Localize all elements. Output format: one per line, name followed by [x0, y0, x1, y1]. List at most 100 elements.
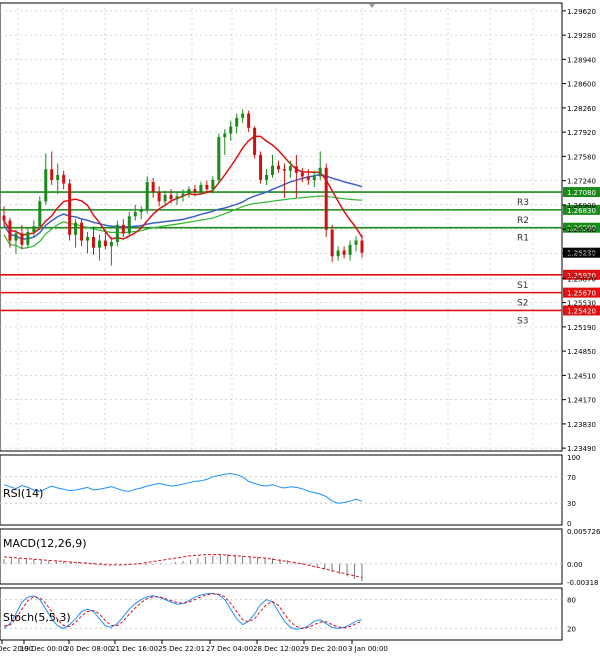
- macd-tick-label: 0.00: [567, 561, 583, 569]
- candle-body: [300, 172, 304, 177]
- candle-body: [80, 222, 84, 241]
- candle-body: [163, 194, 167, 202]
- time-tick-label: 19 Dec 00:00: [20, 645, 67, 653]
- time-tick-label: 28 Dec 12:00: [253, 645, 300, 653]
- candle-body: [26, 231, 30, 245]
- candle-body: [229, 126, 233, 134]
- price-tick-label: 1.28260: [567, 105, 596, 113]
- level-price-label: 1.25920: [567, 272, 596, 280]
- candle-body: [109, 241, 113, 247]
- price-tick-label: 1.26560: [567, 226, 596, 234]
- level-label-s3: S3: [517, 316, 528, 326]
- rsi-tick-label: 100: [567, 454, 580, 462]
- macd-tick-label: -0.00318: [567, 579, 598, 587]
- stoch-lines: [3, 592, 363, 630]
- candle-body: [288, 166, 292, 171]
- candle-body: [354, 240, 358, 245]
- price-tick-label: 1.25190: [567, 324, 596, 332]
- chart-shift-marker[interactable]: [369, 4, 375, 8]
- candle-body: [217, 137, 221, 180]
- price-tick-label: 1.25530: [567, 300, 596, 308]
- time-tick-label: 29 Dec 20:00: [300, 645, 347, 653]
- candle-body: [97, 240, 101, 248]
- candle-body: [151, 182, 155, 193]
- candle-body: [294, 166, 298, 173]
- candle-body: [235, 117, 239, 127]
- price-tick-label: 1.29620: [567, 8, 596, 16]
- level-price-label: 1.25670: [567, 290, 596, 298]
- level-price-tag: [563, 305, 600, 316]
- candle-body: [306, 176, 310, 180]
- candle-body: [271, 165, 274, 175]
- rsi-label: RSI(14): [3, 487, 43, 500]
- level-label-r3: R3: [517, 198, 529, 208]
- ma-slow-line: [3, 195, 363, 250]
- current-price-tag: [563, 247, 600, 258]
- rsi-line: [3, 472, 363, 504]
- candle-body: [276, 165, 280, 170]
- candle-body: [139, 209, 143, 213]
- level-price-label: 1.25420: [567, 307, 596, 315]
- candle-body: [247, 113, 251, 128]
- candle-body: [199, 184, 203, 193]
- candle-body: [193, 189, 197, 193]
- rsi-grid: [0, 476, 562, 504]
- candle-body: [74, 222, 78, 235]
- price-tick-label: 1.28940: [567, 56, 596, 64]
- candle-body: [56, 174, 60, 180]
- stoch-d-line: [3, 593, 363, 629]
- candle-body: [62, 174, 66, 184]
- stoch-tick-label: 20: [567, 625, 576, 633]
- price-candles: [2, 109, 364, 266]
- stoch-panel[interactable]: [0, 587, 563, 641]
- level-price-tag: [563, 269, 600, 280]
- candle-body: [14, 233, 18, 241]
- time-tick-label: 25 Dec 22:01: [158, 645, 205, 653]
- candle-body: [2, 215, 6, 221]
- rsi-tick-label: 70: [567, 474, 576, 482]
- candle-body: [360, 240, 364, 253]
- level-label-s2: S2: [517, 299, 528, 309]
- time-tick-label: 3 Jan 00:00: [348, 645, 388, 653]
- macd-histogram: [3, 554, 363, 581]
- time-tick-label: 21 Dec 16:00: [111, 645, 158, 653]
- candle-body: [50, 169, 54, 180]
- macd-label: MACD(12,26,9): [3, 537, 87, 550]
- time-tick-label: 17 Dec 20:00: [0, 645, 33, 653]
- price-tick-label: 1.29280: [567, 32, 596, 40]
- candle-body: [32, 226, 36, 232]
- stoch-tick-label: 80: [567, 597, 576, 605]
- level-price-tag: [563, 204, 600, 215]
- candle-body: [92, 236, 95, 248]
- level-label-r1: R1: [517, 234, 529, 244]
- stoch-axis: 80 20: [567, 597, 576, 634]
- rsi-panel[interactable]: [0, 454, 563, 526]
- time-tick-label: 27 Dec 04:00: [206, 645, 253, 653]
- rsi-tick-label: 30: [567, 500, 576, 508]
- level-label-r2: R2: [517, 216, 529, 226]
- candle-body: [265, 174, 269, 180]
- candle-body: [175, 196, 179, 200]
- candle-body: [127, 216, 131, 234]
- price-tick-label: 1.24850: [567, 348, 596, 356]
- candle-body: [330, 229, 334, 257]
- candle-body: [205, 184, 209, 190]
- price-tick-label: 1.25870: [567, 275, 596, 283]
- price-tick-label: 1.26900: [567, 202, 596, 210]
- level-price-tag: [563, 287, 600, 298]
- macd-panel[interactable]: [0, 528, 563, 585]
- price-tick-label: 1.26220: [567, 250, 596, 258]
- candle-body: [282, 169, 286, 171]
- price-tick-label: 1.23830: [567, 421, 596, 429]
- macd-tick-label: 0.005726: [567, 528, 600, 536]
- price-tick-label: 1.24510: [567, 372, 596, 380]
- candle-body: [312, 176, 316, 180]
- candle-body: [348, 244, 352, 255]
- price-tick-label: 1.23490: [567, 445, 596, 453]
- price-tick-label: 1.28600: [567, 81, 596, 89]
- price-tick-label: 1.24170: [567, 397, 596, 405]
- rsi-axis: 100 70 30 0: [567, 454, 580, 528]
